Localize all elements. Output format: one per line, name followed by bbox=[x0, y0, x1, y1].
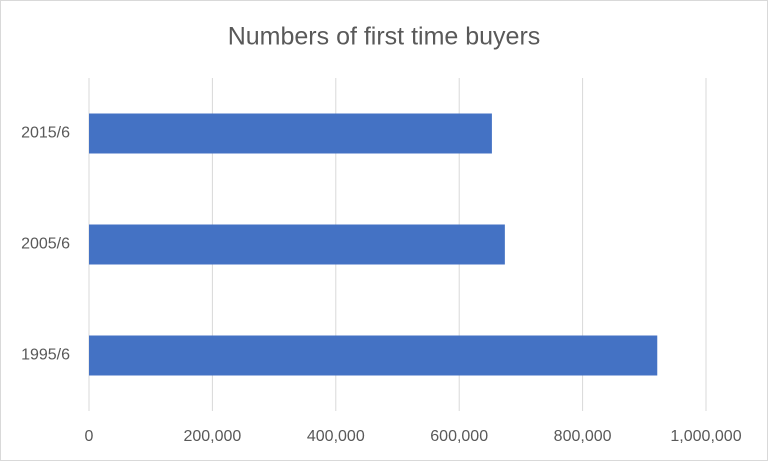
x-tick-label: 1,000,000 bbox=[670, 428, 741, 445]
x-tick-label: 0 bbox=[85, 428, 94, 445]
bar bbox=[89, 335, 658, 376]
x-tick-label: 200,000 bbox=[183, 428, 241, 445]
x-tick-label: 800,000 bbox=[554, 428, 612, 445]
x-tick-label: 600,000 bbox=[430, 428, 488, 445]
chart-title: Numbers of first time buyers bbox=[228, 23, 541, 51]
y-tick-label: 1995/6 bbox=[21, 347, 70, 364]
y-tick-label: 2015/6 bbox=[21, 125, 70, 142]
bar bbox=[89, 224, 505, 265]
x-tick-label: 400,000 bbox=[307, 428, 365, 445]
y-tick-label: 2005/6 bbox=[21, 236, 70, 253]
bar bbox=[89, 113, 492, 154]
